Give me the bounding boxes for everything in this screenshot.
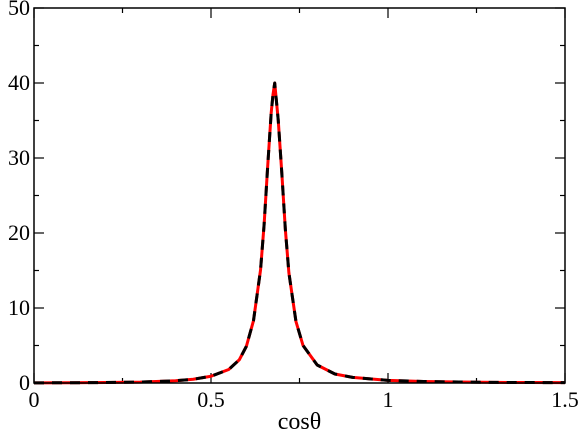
x-tick-label: 0 [29,387,40,412]
plot-lines [33,81,566,385]
x-axis-title: cosθ [278,409,322,435]
y-tick-label: 20 [8,220,30,245]
x-tick-label: 0.5 [197,387,225,412]
plot-frame [33,7,566,384]
y-tick-label: 30 [8,145,30,170]
x-tick-label: 1 [383,387,394,412]
y-tick-label: 40 [8,70,30,95]
y-tick-label: 10 [8,295,30,320]
series-line-2 [33,81,566,385]
y-tick-label: 50 [8,0,30,20]
x-tick-label: 1.5 [551,387,579,412]
axis-ticks [33,7,566,384]
tick-labels: 0 0.5 1 1.5 0 10 20 30 40 50 [8,0,579,412]
y-tick-label: 0 [19,370,30,395]
